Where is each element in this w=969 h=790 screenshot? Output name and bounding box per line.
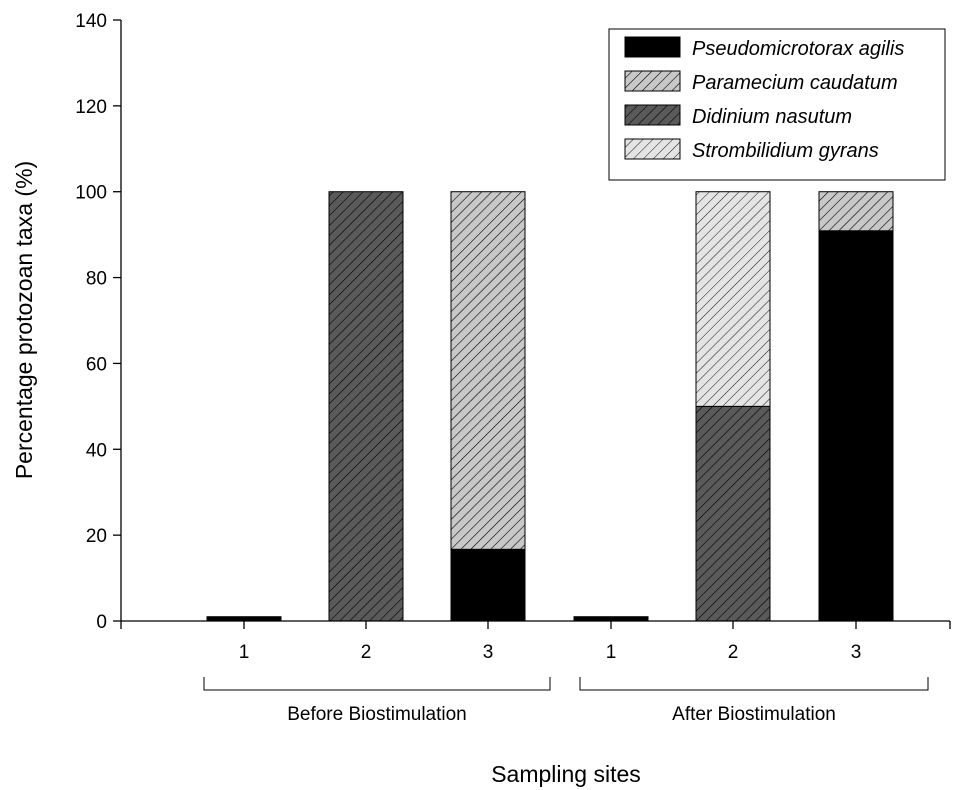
group-label-2: After Biostimulation bbox=[672, 704, 836, 725]
legend-swatch-4 bbox=[624, 138, 681, 160]
group-bracket-1 bbox=[203, 677, 551, 691]
y-tick-label-140: 140 bbox=[75, 11, 107, 32]
bar-segment-paramecium-caudatum-site-6 bbox=[818, 191, 894, 232]
legend-swatch-2 bbox=[624, 70, 681, 92]
group-label-1: Before Biostimulation bbox=[287, 704, 467, 725]
y-tick-label-20: 20 bbox=[86, 526, 107, 547]
legend-label-3: Didinium nasutum bbox=[692, 106, 852, 128]
y-tick-label-40: 40 bbox=[86, 440, 107, 461]
bar-segment-strombilidium-gyrans-site-5 bbox=[695, 191, 771, 407]
legend-label-1: Pseudomicrotorax agilis bbox=[692, 38, 904, 60]
legend-label-4: Strombilidium gyrans bbox=[692, 140, 879, 162]
x-axis-label: Sampling sites bbox=[491, 761, 641, 787]
x-tick-label-1: 1 bbox=[239, 642, 250, 663]
bar-segment-pseudomicrotorax-agilis-site-6 bbox=[818, 230, 894, 622]
group-bracket-2 bbox=[579, 677, 929, 691]
x-tick-label-2: 2 bbox=[361, 642, 372, 663]
legend-swatch-1 bbox=[624, 36, 681, 58]
x-tick-label-5: 2 bbox=[728, 642, 739, 663]
y-tick-label-60: 60 bbox=[86, 354, 107, 375]
y-tick-label-100: 100 bbox=[75, 183, 107, 204]
y-tick-label-0: 0 bbox=[96, 612, 107, 633]
bar-segment-didinium-nasutum-site-5 bbox=[695, 405, 771, 622]
axes-layer: 0 20 40 60 80 100 120 140 1 2 3 1 2 3 Before Biostimul… bbox=[75, 11, 951, 725]
y-axis-label: Percentage protozoan taxa (%) bbox=[11, 161, 37, 479]
y-tick-label-120: 120 bbox=[75, 97, 107, 118]
x-tick-label-3: 3 bbox=[483, 642, 494, 663]
bar-segment-pseudomicrotorax-agilis-site-3 bbox=[450, 548, 526, 622]
x-tick-label-4: 1 bbox=[606, 642, 617, 663]
bar-segment-didinium-nasutum-site-2 bbox=[328, 191, 404, 622]
bar-segment-paramecium-caudatum-site-3 bbox=[450, 191, 526, 550]
legend: Pseudomicrotorax agilis Paramecium caudat… bbox=[608, 28, 946, 181]
legend-swatch-3 bbox=[624, 104, 681, 126]
x-tick-label-6: 3 bbox=[851, 642, 862, 663]
y-tick-label-80: 80 bbox=[86, 269, 107, 290]
legend-label-2: Paramecium caudatum bbox=[692, 72, 898, 94]
bars-layer bbox=[206, 191, 894, 622]
